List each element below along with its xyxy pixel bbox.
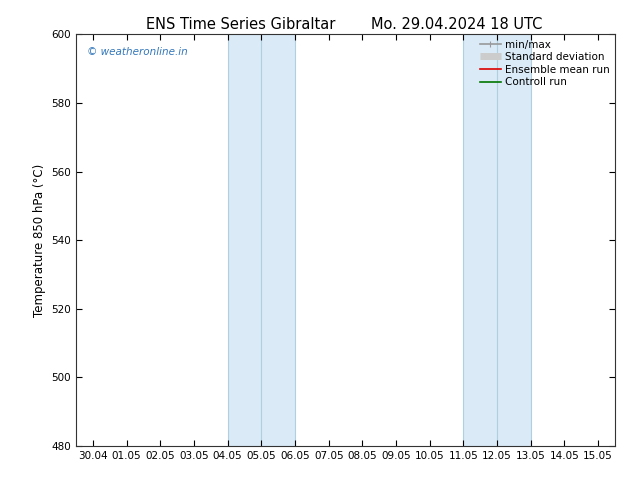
Y-axis label: Temperature 850 hPa (°C): Temperature 850 hPa (°C) <box>33 164 46 317</box>
Bar <box>463 34 531 446</box>
Text: Mo. 29.04.2024 18 UTC: Mo. 29.04.2024 18 UTC <box>371 17 542 32</box>
Text: © weatheronline.in: © weatheronline.in <box>87 47 188 57</box>
Bar <box>228 34 295 446</box>
Text: ENS Time Series Gibraltar: ENS Time Series Gibraltar <box>146 17 335 32</box>
Legend: min/max, Standard deviation, Ensemble mean run, Controll run: min/max, Standard deviation, Ensemble me… <box>478 37 612 89</box>
